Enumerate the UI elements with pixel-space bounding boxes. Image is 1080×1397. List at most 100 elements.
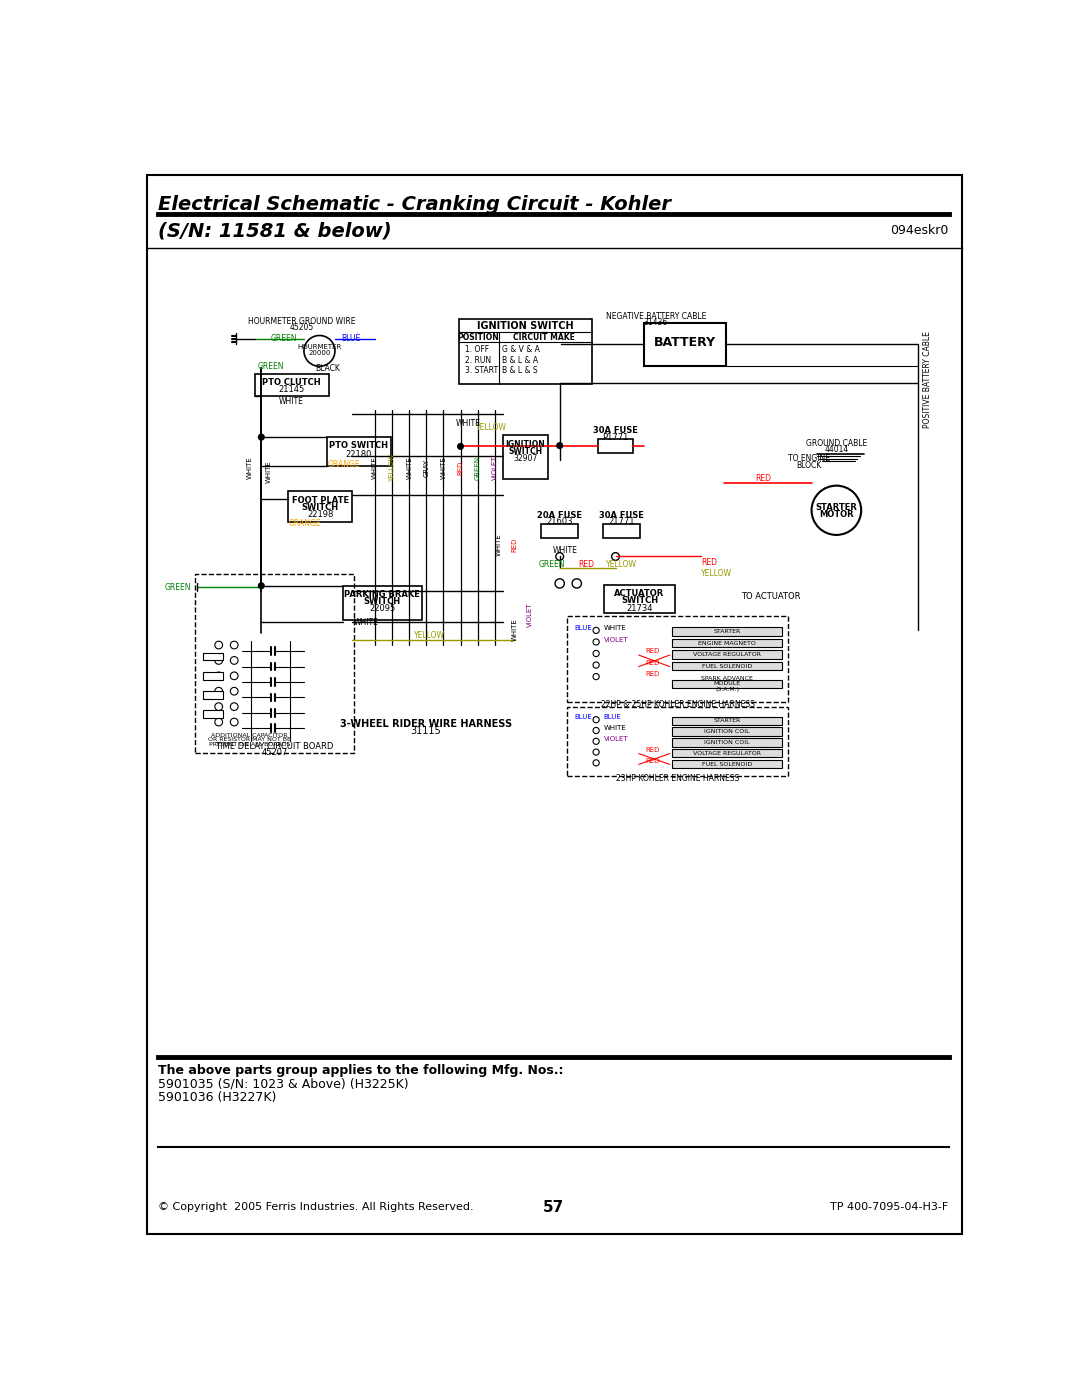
Text: 21734: 21734 [626,604,652,612]
Text: 094eskr0: 094eskr0 [890,225,948,237]
Bar [672,749,782,757]
Text: WHITE: WHITE [266,461,271,483]
Text: BLUE: BLUE [341,334,360,344]
Bar [644,323,726,366]
Text: OR RESISTOR MAY NOT BE: OR RESISTOR MAY NOT BE [208,738,292,742]
Text: HOURMETER GROUND WIRE: HOURMETER GROUND WIRE [248,317,355,326]
Text: PTO SWITCH: PTO SWITCH [329,441,389,450]
Text: IGNITION COIL: IGNITION COIL [704,740,750,745]
Text: WHITE: WHITE [406,457,413,479]
Text: Electrical Schematic - Cranking Circuit - Kohler: Electrical Schematic - Cranking Circuit … [159,196,672,214]
Text: P1771: P1771 [603,433,629,441]
Text: TP 400-7095-04-H3-F: TP 400-7095-04-H3-F [831,1203,948,1213]
Text: YELLOW: YELLOW [414,630,445,640]
Text: RED: RED [645,747,659,753]
Text: YELLOW: YELLOW [476,423,507,432]
Text: PARKING BRAKE: PARKING BRAKE [345,590,420,599]
Bar [672,627,782,636]
Text: ENGINE MAGNETO: ENGINE MAGNETO [698,641,756,645]
Text: 5901036 (H3227K): 5901036 (H3227K) [159,1091,276,1104]
Text: HOURMETER: HOURMETER [297,344,341,351]
Text: RED: RED [645,757,659,764]
Text: ORANGE: ORANGE [327,461,360,469]
Bar [672,651,782,659]
Text: WHITE: WHITE [553,546,578,555]
Text: VOLTAGE REGULATOR: VOLTAGE REGULATOR [693,750,761,756]
Text: 21145: 21145 [279,386,305,394]
Text: RED: RED [645,672,659,678]
Text: 20A FUSE: 20A FUSE [537,511,582,520]
Text: STARTER: STARTER [714,718,741,724]
Text: GRAY: GRAY [423,458,430,478]
Text: VIOLET: VIOLET [604,736,629,742]
Text: 22095: 22095 [369,605,395,613]
Text: PRESENT ON ALL BOARDS: PRESENT ON ALL BOARDS [210,742,291,747]
Text: 2. RUN: 2. RUN [465,356,491,365]
Circle shape [258,583,264,588]
Text: YELLOW: YELLOW [606,560,637,569]
Text: 44014: 44014 [824,446,849,454]
Text: IGNITION SWITCH: IGNITION SWITCH [477,321,573,331]
Text: 21771: 21771 [608,517,635,527]
Bar [672,728,782,736]
Text: GREEN: GREEN [271,334,297,344]
Text: © Copyright  2005 Ferris Industries. All Rights Reserved.: © Copyright 2005 Ferris Industries. All … [159,1203,474,1213]
Text: BLUE: BLUE [604,714,622,721]
Bar [342,585,422,620]
Text: TO ENGINE: TO ENGINE [788,454,831,464]
Text: (S/N: 11581 & below): (S/N: 11581 & below) [159,221,392,240]
Text: 57: 57 [543,1200,564,1214]
Text: RED: RED [458,461,463,475]
Bar [541,524,578,538]
Text: WHITE: WHITE [441,457,446,479]
Text: POSITION: POSITION [458,332,499,341]
Text: PTO CLUTCH: PTO CLUTCH [262,379,321,387]
Text: 45207: 45207 [261,749,287,757]
Text: RED: RED [701,559,717,567]
Text: IGNITION: IGNITION [505,440,545,450]
Bar [603,524,640,538]
Bar [604,585,675,613]
Bar [672,662,782,671]
Bar [672,638,782,647]
Text: BLOCK: BLOCK [797,461,822,471]
Text: B & L & S: B & L & S [502,366,538,376]
Text: 23HP KOHLER ENGINE HARNESS: 23HP KOHLER ENGINE HARNESS [616,774,739,782]
Bar [203,652,222,661]
Bar [203,672,222,680]
Text: G & V & A: G & V & A [502,345,540,353]
Bar [598,440,633,453]
Text: 21603: 21603 [546,517,573,527]
Text: BATTERY: BATTERY [653,335,716,349]
Text: SWITCH: SWITCH [509,447,542,457]
Text: TO ACTUATOR: TO ACTUATOR [741,592,800,601]
Text: 31436: 31436 [644,319,667,327]
Text: YELLOW: YELLOW [701,569,732,578]
Bar [203,692,222,698]
Text: TIME DELAY CIRCUIT BOARD: TIME DELAY CIRCUIT BOARD [215,742,334,752]
Text: FUEL SOLENOID: FUEL SOLENOID [702,761,753,767]
Text: BLUE: BLUE [575,624,592,631]
Text: GROUND CABLE: GROUND CABLE [806,439,867,448]
Text: WHITE: WHITE [496,534,502,556]
Text: 1. OFF: 1. OFF [465,345,489,353]
Text: GREEN: GREEN [257,362,284,370]
Text: RED: RED [645,659,659,666]
Text: BLACK: BLACK [314,365,339,373]
Text: 30A FUSE: 30A FUSE [599,511,644,520]
Text: SWITCH: SWITCH [364,597,401,606]
Circle shape [258,434,264,440]
Text: RED: RED [755,474,771,483]
Bar [672,738,782,746]
Text: 20000: 20000 [308,351,330,356]
Text: 5901035 (S/N: 1023 & Above) (H3225K): 5901035 (S/N: 1023 & Above) (H3225K) [159,1077,409,1091]
Text: FUEL SOLENOID: FUEL SOLENOID [702,664,753,669]
Text: WHITE: WHITE [512,619,517,641]
Text: MOTOR: MOTOR [819,510,853,518]
Text: WHITE: WHITE [604,624,626,631]
Bar [672,717,782,725]
Circle shape [458,444,463,448]
Text: WHITE: WHITE [353,619,378,627]
Text: GREEN: GREEN [474,455,481,481]
Text: WHITE: WHITE [604,725,626,731]
